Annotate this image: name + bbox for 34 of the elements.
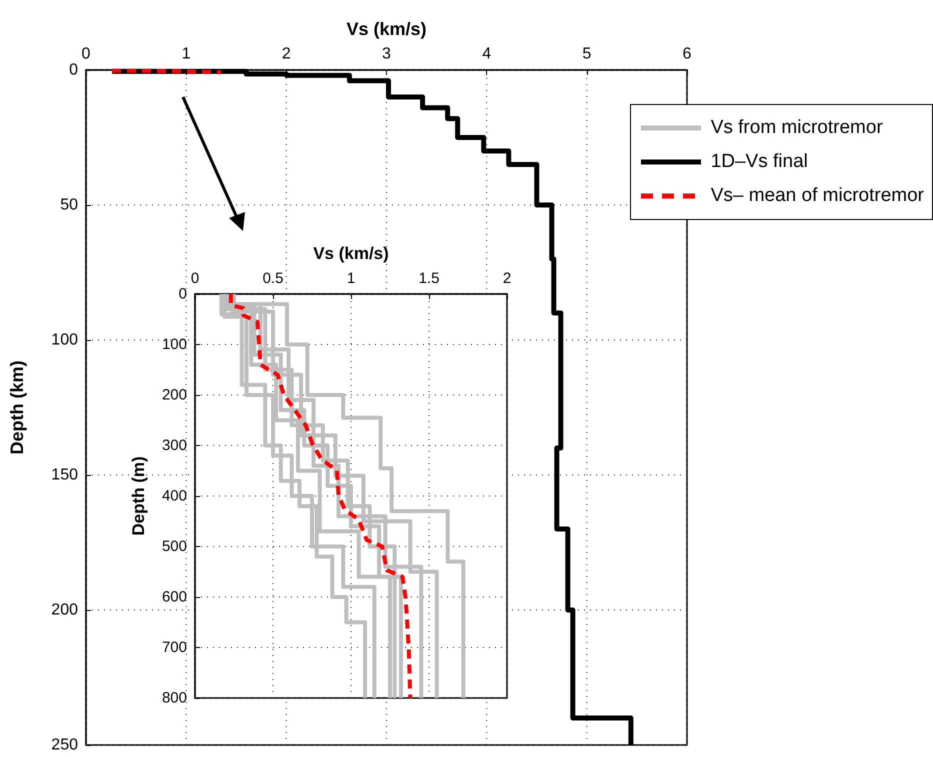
x-tick-label: 4 bbox=[482, 46, 492, 62]
y-tick-label: 150 bbox=[51, 466, 78, 484]
x-tick-label: 1 bbox=[346, 270, 356, 287]
y-tick-label: 700 bbox=[162, 639, 187, 656]
y-tick-label: 50 bbox=[60, 196, 78, 214]
x-axis-title: Vs (km/s) bbox=[346, 19, 427, 39]
y-axis-title: Depth (m) bbox=[129, 456, 148, 536]
x-tick-label: 2 bbox=[282, 46, 291, 62]
x-tick-label: 0 bbox=[190, 270, 200, 287]
y-tick-label: 600 bbox=[162, 588, 187, 606]
x-tick-label: 2 bbox=[502, 270, 512, 287]
x-tick-label: 5 bbox=[582, 46, 592, 62]
y-tick-label: 400 bbox=[162, 488, 187, 504]
legend-label: Vs– mean of microtremor bbox=[710, 184, 924, 208]
y-tick-label: 500 bbox=[162, 538, 187, 555]
x-axis-title: Vs (km/s) bbox=[313, 244, 389, 263]
y-tick-label: 300 bbox=[162, 437, 187, 454]
x-tick-label: 0 bbox=[82, 46, 91, 62]
x-tick-label: 6 bbox=[682, 46, 692, 62]
x-tick-label: 0.5 bbox=[262, 270, 284, 287]
y-tick-label: 0 bbox=[178, 286, 187, 302]
y-tick-label: 800 bbox=[162, 690, 187, 706]
y-tick-label: 100 bbox=[162, 336, 187, 353]
y-tick-label: 250 bbox=[51, 736, 78, 754]
x-tick-label: 1 bbox=[182, 46, 191, 62]
y-tick-label: 200 bbox=[162, 386, 187, 404]
y-tick-label: 100 bbox=[51, 332, 78, 348]
legend-label: 1D–Vs final bbox=[710, 150, 808, 174]
y-axis-title: Depth (km) bbox=[7, 360, 27, 454]
y-tick-label: 0 bbox=[69, 62, 78, 78]
x-tick-label: 3 bbox=[382, 46, 392, 62]
y-tick-label: 200 bbox=[51, 602, 78, 618]
legend-label: Vs from microtremor bbox=[710, 116, 883, 140]
x-tick-label: 1.5 bbox=[418, 270, 440, 287]
